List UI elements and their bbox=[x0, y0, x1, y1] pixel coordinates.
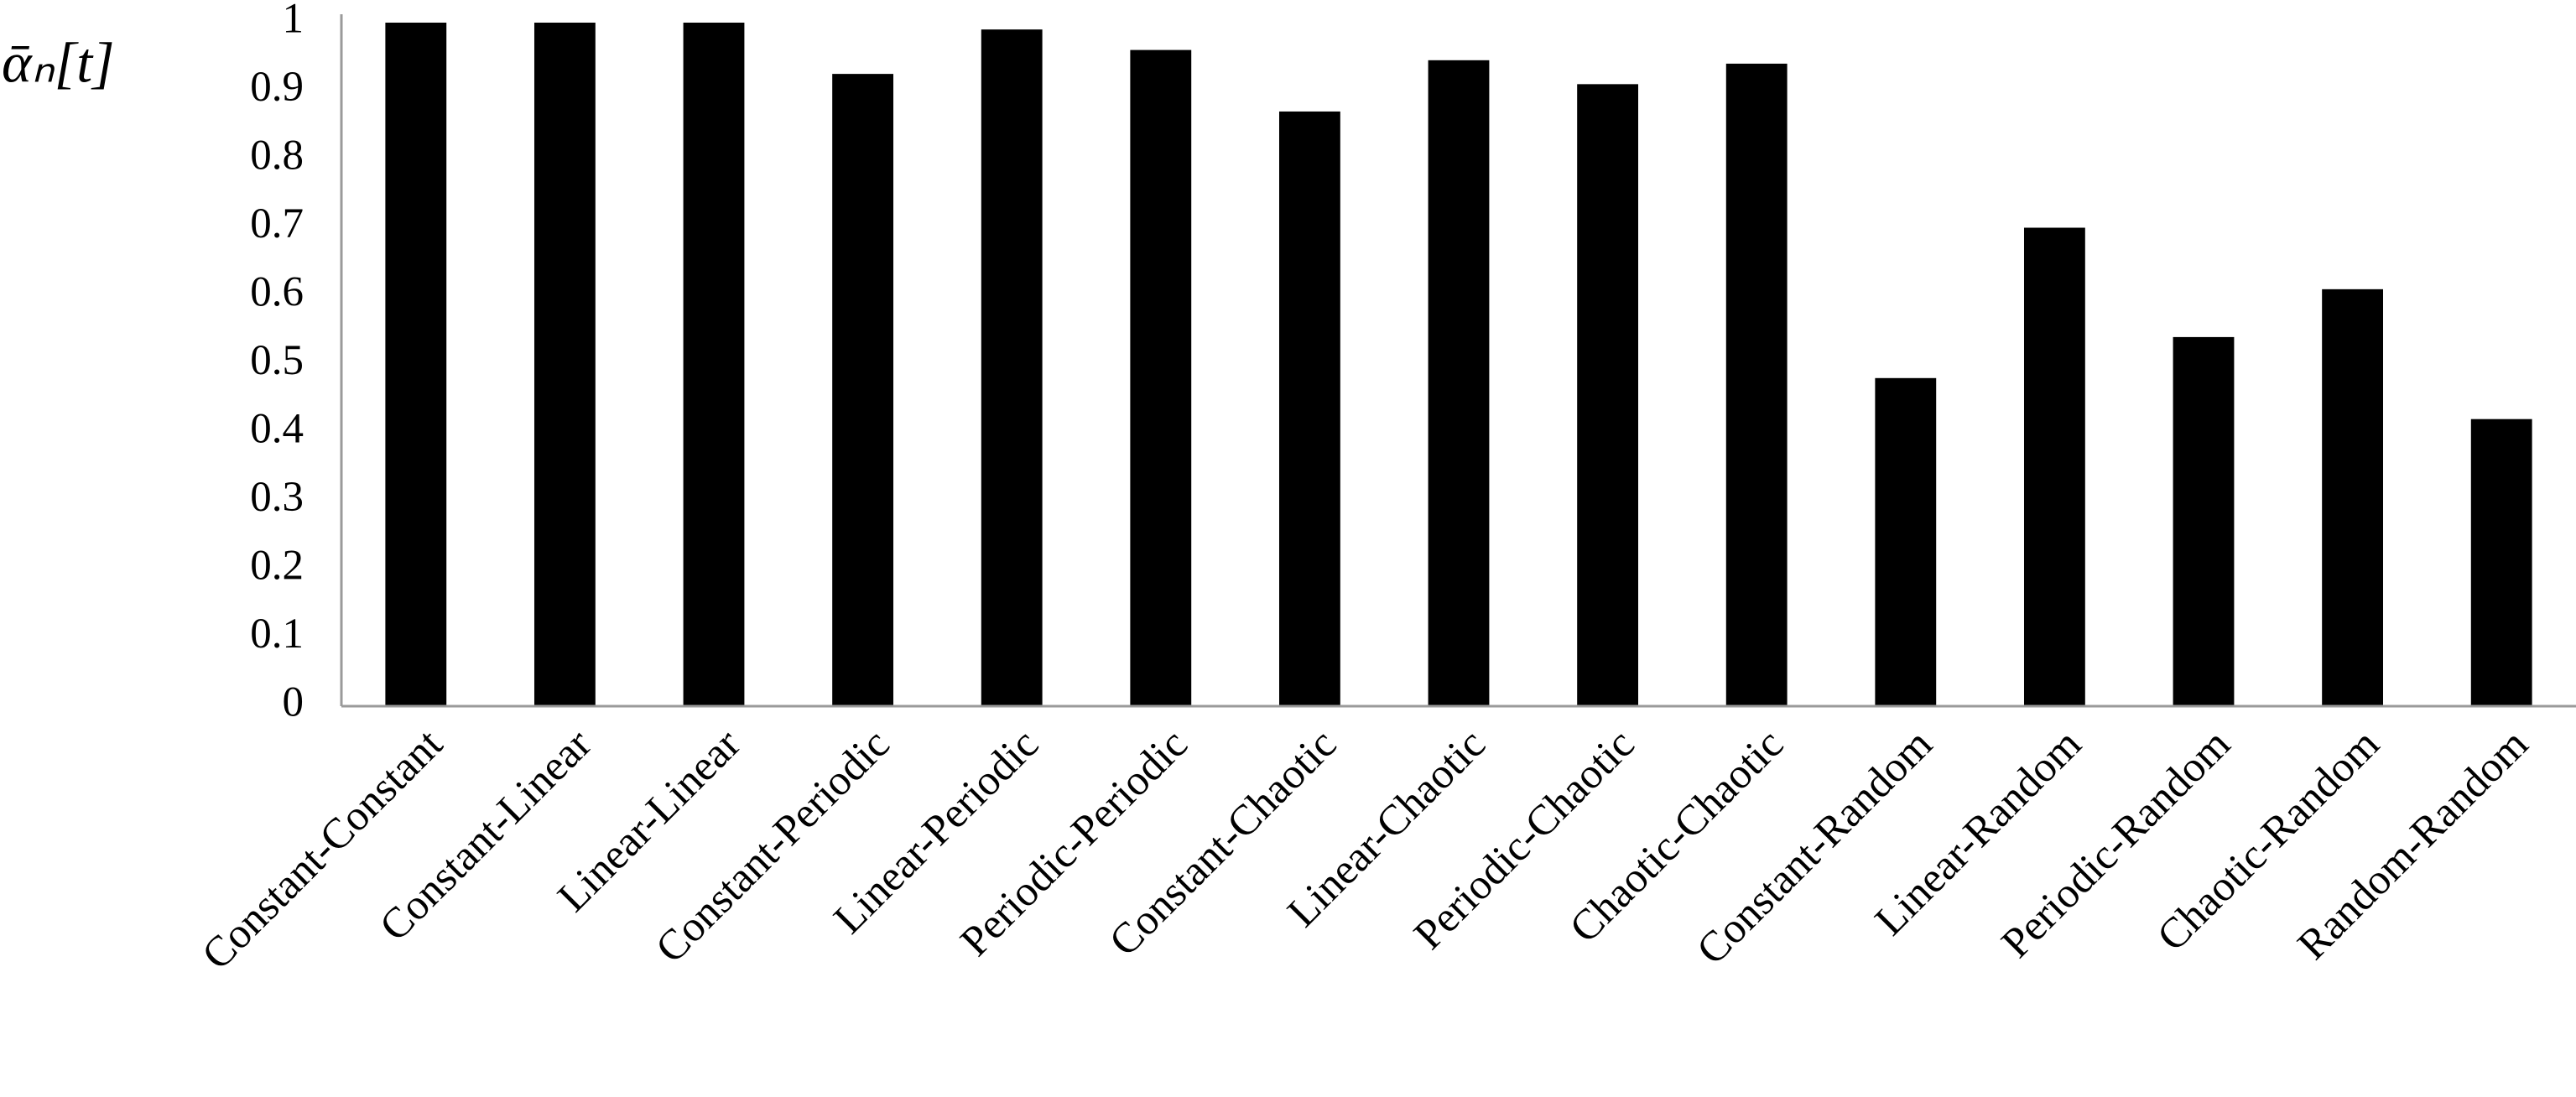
y-tick-label: 0.5 bbox=[250, 337, 304, 384]
y-tick-label: 0.2 bbox=[250, 543, 304, 590]
y-tick-label: 0.4 bbox=[250, 406, 304, 453]
y-tick-label: 0.1 bbox=[250, 611, 304, 658]
bar bbox=[1725, 63, 1788, 706]
y-tick-label: 0.3 bbox=[250, 474, 304, 521]
y-tick-label: 0.6 bbox=[250, 269, 304, 316]
y-tick-label: 0.7 bbox=[250, 200, 304, 247]
bar bbox=[683, 23, 745, 706]
bar bbox=[1577, 84, 1639, 707]
bar bbox=[981, 29, 1043, 706]
y-tick-label: 1 bbox=[283, 0, 304, 43]
bar bbox=[385, 23, 447, 706]
bar bbox=[2173, 336, 2235, 706]
bar bbox=[2470, 419, 2532, 706]
bar bbox=[2322, 289, 2384, 706]
y-tick-label: 0.9 bbox=[250, 64, 304, 111]
y-tick-label: 0.8 bbox=[250, 133, 304, 179]
y-axis-label: ᾱₙ[t] bbox=[2, 31, 115, 95]
bar bbox=[1875, 377, 1937, 706]
bar bbox=[2023, 227, 2085, 706]
bar bbox=[832, 74, 894, 706]
bar bbox=[1278, 111, 1340, 706]
bar bbox=[1428, 60, 1490, 706]
y-tick-label: 0 bbox=[283, 679, 304, 726]
bar bbox=[1130, 49, 1192, 707]
bar bbox=[533, 23, 596, 706]
